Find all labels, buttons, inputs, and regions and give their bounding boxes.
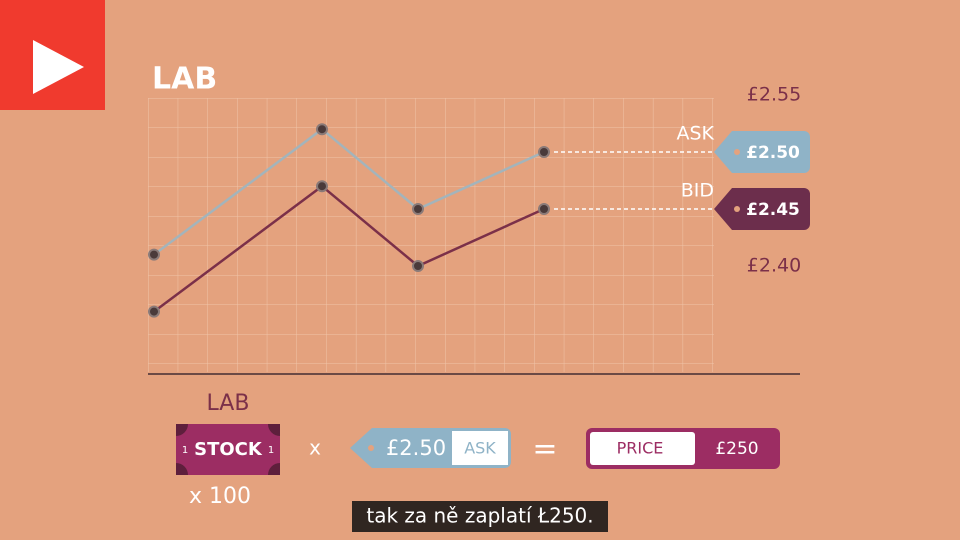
- tag-hole: [734, 149, 740, 155]
- plot: £2.55 £2.40 £2.50 ASK £2.45 BID: [148, 84, 810, 318]
- price-label: PRICE: [617, 439, 664, 458]
- ticket-body: [176, 424, 280, 475]
- data-point: [412, 260, 424, 272]
- series-line: [153, 184, 545, 313]
- price-tag: [714, 131, 810, 173]
- quantity: x 100: [189, 484, 251, 509]
- caption: tak za ně zaplatí Ł250.: [366, 504, 593, 528]
- ticket-corner-label: 1: [182, 445, 188, 456]
- chart-title: LAB: [152, 62, 217, 97]
- data-point: [148, 305, 160, 318]
- price-value: £250: [715, 439, 758, 459]
- legend-label: ASK: [676, 123, 714, 145]
- caption-bg: [352, 501, 608, 532]
- stock-ticket: 1 1 STOCK: [176, 424, 280, 475]
- data-point: [538, 146, 550, 158]
- data-point: [316, 180, 328, 193]
- ask-tag: £2.50 ASK: [350, 428, 511, 468]
- ask-tag-price: £2.50: [386, 436, 446, 460]
- ticket-corner-label: 1: [268, 445, 274, 456]
- ask-tag-panel: [452, 431, 508, 465]
- tag-label: £2.45: [746, 200, 800, 220]
- ask-tag-label: ASK: [464, 439, 496, 458]
- grid-pattern: [148, 98, 714, 372]
- equals-sign: =: [532, 432, 557, 467]
- play-triangle[interactable]: [33, 40, 84, 94]
- data-point: [148, 248, 160, 261]
- times-sign: x: [309, 436, 321, 460]
- data-point: [412, 203, 424, 215]
- data-point: [316, 123, 328, 136]
- ticket-corners: [176, 424, 280, 475]
- tag-hole: [734, 206, 740, 212]
- y-tick-label: £2.40: [747, 255, 801, 277]
- data-point: [538, 203, 550, 215]
- series-line: [153, 127, 545, 256]
- price-box-panel: [590, 432, 695, 465]
- price-tag: [714, 188, 810, 230]
- ticket-label: STOCK: [194, 439, 263, 460]
- stock-name: LAB: [207, 391, 250, 416]
- price-box: PRICE £250: [586, 428, 780, 469]
- legend-label: BID: [681, 180, 714, 202]
- tag-label: £2.50: [746, 143, 800, 163]
- play-icon[interactable]: [0, 0, 105, 110]
- ask-tag-hole: [368, 445, 374, 451]
- y-tick-label: £2.55: [747, 84, 801, 106]
